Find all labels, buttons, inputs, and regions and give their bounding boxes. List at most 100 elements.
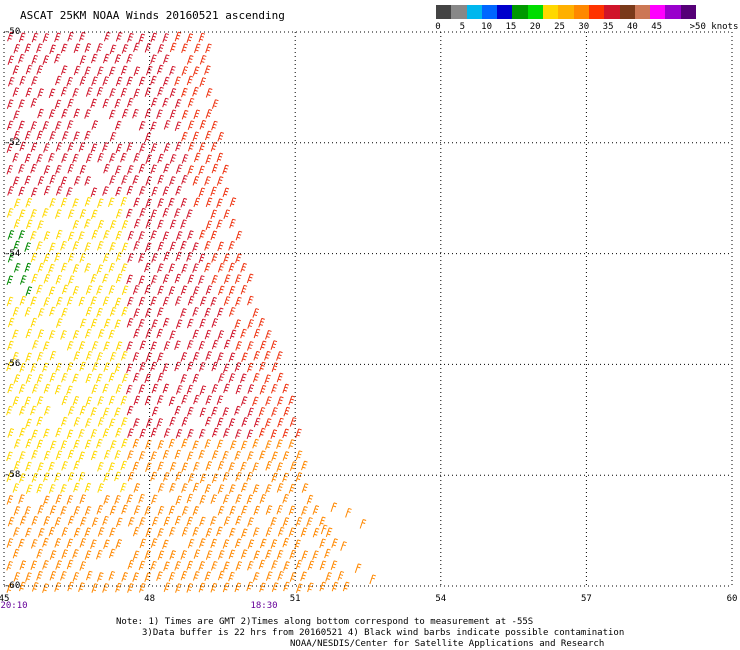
- wind-barb: [295, 583, 303, 594]
- wind-barb: [247, 407, 254, 418]
- wind-barb: [18, 53, 25, 64]
- wind-barb: [198, 582, 206, 593]
- wind-barb: [289, 417, 297, 427]
- wind-barb: [73, 351, 81, 361]
- wind-barb: [25, 219, 33, 230]
- wind-barb: [66, 296, 74, 306]
- wind-barb: [174, 405, 182, 416]
- wind-barb: [228, 352, 236, 363]
- colorbar-tick-label: 0: [435, 22, 441, 32]
- wind-barb: [91, 229, 99, 240]
- wind-barb: [217, 285, 225, 296]
- wind-barb: [18, 384, 26, 394]
- wind-barb: [193, 152, 201, 163]
- wind-barb: [103, 362, 111, 372]
- wind-barb: [276, 439, 283, 449]
- colorbar-segment: [604, 5, 620, 19]
- wind-barb: [192, 505, 200, 516]
- wind-barb: [282, 493, 289, 504]
- wind-barb: [132, 572, 139, 582]
- wind-barb: [102, 53, 110, 64]
- wind-barb: [7, 230, 15, 240]
- wind-barb: [211, 361, 219, 372]
- wind-barb: [72, 548, 79, 559]
- wind-barb: [25, 286, 33, 296]
- wind-barb: [54, 53, 61, 64]
- wind-barb: [211, 406, 218, 417]
- wind-barb: [181, 131, 188, 142]
- wind-barb: [163, 119, 171, 130]
- wind-barb: [163, 516, 171, 527]
- wind-barb: [120, 460, 128, 471]
- wind-barb: [241, 352, 248, 363]
- wind-barb: [234, 450, 241, 461]
- wind-barb: [114, 494, 121, 505]
- wind-barb: [270, 383, 278, 394]
- wind-barb: [163, 163, 170, 174]
- wind-barb: [175, 428, 183, 439]
- wind-barb: [156, 328, 164, 339]
- wind-barb: [48, 461, 55, 472]
- wind-barb: [24, 262, 32, 273]
- wind-barb: [156, 571, 163, 581]
- wind-barb: [157, 44, 164, 54]
- wind-barb: [139, 143, 146, 153]
- wind-barb: [162, 449, 170, 460]
- wind-barb: [265, 527, 273, 537]
- wind-barb: [121, 572, 128, 582]
- wind-barb: [264, 374, 271, 384]
- wind-barb: [319, 581, 327, 592]
- wind-barb: [319, 560, 327, 571]
- note-line-2: 3)Data buffer is 22 hrs from 20160521 4)…: [142, 628, 625, 638]
- wind-barb: [240, 284, 248, 295]
- wind-barb: [90, 273, 97, 284]
- wind-barb: [91, 340, 99, 351]
- wind-barb: [114, 471, 121, 482]
- wind-barb: [42, 341, 50, 351]
- wind-barb: [209, 516, 217, 526]
- wind-barb: [228, 306, 236, 317]
- wind-barb: [247, 319, 254, 329]
- wind-barb: [240, 461, 247, 472]
- wind-barb: [138, 186, 146, 196]
- wind-barb: [181, 394, 188, 405]
- wind-barb: [37, 220, 44, 230]
- wind-barb: [186, 209, 193, 219]
- wind-barb: [73, 65, 81, 76]
- wind-barb: [169, 109, 177, 120]
- wind-barb: [306, 494, 314, 505]
- wind-barb: [229, 440, 237, 450]
- wind-barb: [114, 54, 122, 64]
- wind-barb: [271, 560, 278, 570]
- wind-barb: [258, 427, 266, 438]
- speed-colorbar: [436, 5, 697, 19]
- wind-barb: [181, 462, 188, 473]
- wind-barb: [246, 273, 254, 284]
- wind-barb: [7, 186, 14, 196]
- wind-barb: [96, 86, 104, 97]
- wind-barb: [66, 429, 74, 440]
- wind-barb: [210, 296, 217, 307]
- wind-barb: [37, 307, 45, 318]
- wind-barb: [282, 472, 289, 483]
- wind-barb: [126, 405, 134, 416]
- wind-barb: [204, 329, 212, 340]
- wind-barb: [96, 307, 103, 318]
- wind-barb: [120, 395, 128, 406]
- wind-barb: [168, 526, 176, 537]
- wind-barb: [132, 461, 140, 472]
- wind-barb: [307, 582, 314, 593]
- wind-barb: [174, 296, 182, 306]
- wind-barb: [180, 308, 187, 318]
- wind-barb: [217, 460, 225, 471]
- wind-barb: [145, 198, 152, 209]
- colorbar-tick-label: 30: [578, 22, 590, 32]
- wind-barb: [19, 473, 26, 483]
- wind-barb: [186, 251, 193, 262]
- wind-barb: [115, 76, 123, 87]
- wind-barb: [61, 527, 69, 537]
- wind-barb: [168, 176, 176, 186]
- wind-barb: [157, 86, 164, 97]
- wind-barb: [138, 560, 146, 571]
- wind-barb: [282, 383, 289, 394]
